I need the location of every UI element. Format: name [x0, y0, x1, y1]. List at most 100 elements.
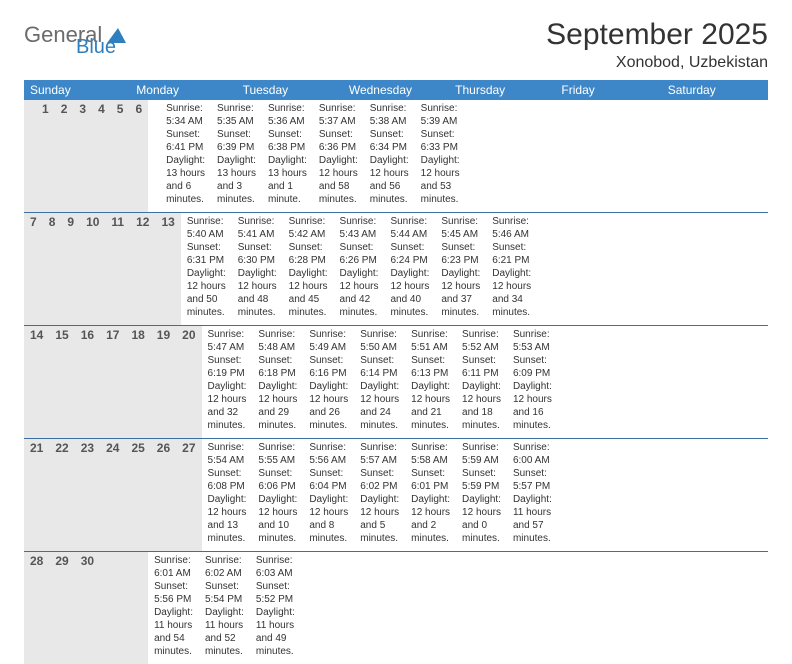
day-cell: Sunrise: 6:00 AMSunset: 5:57 PMDaylight:…	[507, 439, 558, 551]
sunset-line: Sunset: 6:14 PM	[360, 354, 399, 380]
daylight-line: Daylight: 12 hours and 16 minutes.	[513, 380, 552, 432]
sunrise-line: Sunrise: 5:45 AM	[441, 215, 480, 241]
sunset-line: Sunset: 6:33 PM	[421, 128, 460, 154]
day-cell: Sunrise: 5:44 AMSunset: 6:24 PMDaylight:…	[384, 213, 435, 325]
day-number: 2	[55, 100, 74, 212]
day-cell: Sunrise: 5:45 AMSunset: 6:23 PMDaylight:…	[435, 213, 486, 325]
content-band: Sunrise: 5:40 AMSunset: 6:31 PMDaylight:…	[181, 213, 537, 325]
daylight-line: Daylight: 12 hours and 8 minutes.	[309, 493, 348, 545]
dow-cell: Friday	[555, 80, 661, 100]
day-number: 9	[61, 213, 80, 325]
day-number: 15	[49, 326, 74, 438]
day-cell: Sunrise: 5:54 AMSunset: 6:08 PMDaylight:…	[202, 439, 253, 551]
day-cell: Sunrise: 5:49 AMSunset: 6:16 PMDaylight:…	[303, 326, 354, 438]
day-number: 27	[176, 439, 201, 551]
day-cell: Sunrise: 5:56 AMSunset: 6:04 PMDaylight:…	[303, 439, 354, 551]
content-band: Sunrise: 5:54 AMSunset: 6:08 PMDaylight:…	[202, 439, 558, 551]
day-cell: Sunrise: 5:58 AMSunset: 6:01 PMDaylight:…	[405, 439, 456, 551]
day-cell: Sunrise: 5:46 AMSunset: 6:21 PMDaylight:…	[486, 213, 537, 325]
sunset-line: Sunset: 6:34 PM	[370, 128, 409, 154]
day-number: 12	[130, 213, 155, 325]
day-number: 14	[24, 326, 49, 438]
day-number: 4	[92, 100, 111, 212]
dow-cell: Monday	[130, 80, 236, 100]
day-number: 1	[36, 100, 55, 212]
daylight-line: Daylight: 12 hours and 50 minutes.	[187, 267, 226, 319]
sunset-line: Sunset: 6:08 PM	[208, 467, 247, 493]
sunrise-line: Sunrise: 5:57 AM	[360, 441, 399, 467]
day-number: 23	[75, 439, 100, 551]
daylight-line: Daylight: 12 hours and 21 minutes.	[411, 380, 450, 432]
month-title: September 2025	[546, 18, 768, 52]
day-cell: Sunrise: 5:40 AMSunset: 6:31 PMDaylight:…	[181, 213, 232, 325]
week-row: 123456Sunrise: 5:34 AMSunset: 6:41 PMDay…	[24, 100, 768, 213]
sunrise-line: Sunrise: 5:42 AM	[289, 215, 328, 241]
day-cell: Sunrise: 5:39 AMSunset: 6:33 PMDaylight:…	[415, 100, 466, 212]
sunrise-line: Sunrise: 5:46 AM	[492, 215, 531, 241]
sunset-line: Sunset: 6:01 PM	[411, 467, 450, 493]
day-cell: Sunrise: 6:01 AMSunset: 5:56 PMDaylight:…	[148, 552, 199, 664]
sunset-line: Sunset: 6:16 PM	[309, 354, 348, 380]
day-cell: Sunrise: 5:34 AMSunset: 6:41 PMDaylight:…	[160, 100, 211, 212]
daynum-band: 21222324252627	[24, 439, 202, 551]
day-number: 19	[151, 326, 176, 438]
day-number: 16	[75, 326, 100, 438]
dow-cell: Tuesday	[237, 80, 343, 100]
sunrise-line: Sunrise: 6:01 AM	[154, 554, 193, 580]
content-band: Sunrise: 5:47 AMSunset: 6:19 PM Daylight:…	[202, 326, 558, 438]
day-cell	[313, 552, 325, 664]
daylight-line: Daylight: 12 hours and 2 minutes.	[411, 493, 450, 545]
day-number: 10	[80, 213, 105, 325]
day-cell: Sunrise: 6:02 AMSunset: 5:54 PMDaylight:…	[199, 552, 250, 664]
day-cell: Sunrise: 5:51 AMSunset: 6:13 PMDaylight:…	[405, 326, 456, 438]
day-cell: Sunrise: 5:37 AMSunset: 6:36 PMDaylight:…	[313, 100, 364, 212]
sunrise-line: Sunrise: 5:47 AM	[208, 328, 247, 354]
daylight-line: Daylight: 12 hours and 13 minutes.	[208, 493, 247, 545]
sunrise-line: Sunrise: 6:02 AM	[205, 554, 244, 580]
day-cell	[337, 552, 349, 664]
sunset-line: Sunset: 6:11 PM	[462, 354, 501, 380]
sunset-line: Sunset: 6:39 PM	[217, 128, 256, 154]
day-number: 26	[151, 439, 176, 551]
daylight-line: Daylight: 12 hours and 40 minutes.	[390, 267, 429, 319]
day-cell: Sunrise: 5:53 AMSunset: 6:09 PMDaylight:…	[507, 326, 558, 438]
sunrise-line: Sunrise: 5:37 AM	[319, 102, 358, 128]
day-number: 3	[73, 100, 92, 212]
day-cell: Sunrise: 5:42 AMSunset: 6:28 PMDaylight:…	[283, 213, 334, 325]
daynum-band: 282930	[24, 552, 148, 664]
daylight-line: Daylight: 11 hours and 52 minutes.	[205, 606, 244, 658]
day-cell: Sunrise: 5:50 AMSunset: 6:14 PMDaylight:…	[354, 326, 405, 438]
day-number: 8	[43, 213, 62, 325]
sunset-line: Sunset: 6:13 PM	[411, 354, 450, 380]
dow-cell: Wednesday	[343, 80, 449, 100]
day-number: 5	[111, 100, 130, 212]
sunrise-line: Sunrise: 6:03 AM	[256, 554, 295, 580]
sunset-line: Sunset: 5:56 PM	[154, 580, 193, 606]
day-cell: Sunrise: 5:59 AMSunset: 5:59 PMDaylight:…	[456, 439, 507, 551]
daylight-line: Daylight: 11 hours and 57 minutes.	[513, 493, 552, 545]
day-number	[136, 552, 148, 664]
sunset-line: Sunset: 6:23 PM	[441, 241, 480, 267]
day-cell: Sunrise: 6:03 AMSunset: 5:52 PMDaylight:…	[250, 552, 301, 664]
week-row: 282930Sunrise: 6:01 AMSunset: 5:56 PMDay…	[24, 552, 768, 664]
sunset-line: Sunset: 6:26 PM	[340, 241, 379, 267]
day-cell: Sunrise: 5:47 AMSunset: 6:19 PMDaylight:…	[202, 326, 253, 438]
week-row: 14151617181920Sunrise: 5:47 AMSunset: 6:…	[24, 326, 768, 439]
day-number: 6	[129, 100, 148, 212]
day-cell: Sunrise: 5:38 AMSunset: 6:34 PMDaylight:…	[364, 100, 415, 212]
sunset-line: Sunset: 5:57 PM	[513, 467, 552, 493]
sunrise-line: Sunrise: 5:56 AM	[309, 441, 348, 467]
sunset-line: Sunset: 6:19 PM	[208, 354, 247, 380]
day-number: 24	[100, 439, 125, 551]
calendar: SundayMondayTuesdayWednesdayThursdayFrid…	[24, 80, 768, 664]
day-cell: Sunrise: 5:35 AMSunset: 6:39 PMDaylight:…	[211, 100, 262, 212]
dow-cell: Saturday	[662, 80, 768, 100]
day-cell: Sunrise: 5:57 AMSunset: 6:02 PMDaylight:…	[354, 439, 405, 551]
sunset-line: Sunset: 6:28 PM	[289, 241, 328, 267]
daylight-line: Daylight: 13 hours and 6 minutes.	[166, 154, 205, 206]
daylight-line: Daylight: 13 hours and 1 minute.	[268, 154, 307, 206]
day-number: 28	[24, 552, 49, 664]
day-number	[124, 552, 136, 664]
day-number: 25	[125, 439, 150, 551]
day-number: 29	[49, 552, 74, 664]
